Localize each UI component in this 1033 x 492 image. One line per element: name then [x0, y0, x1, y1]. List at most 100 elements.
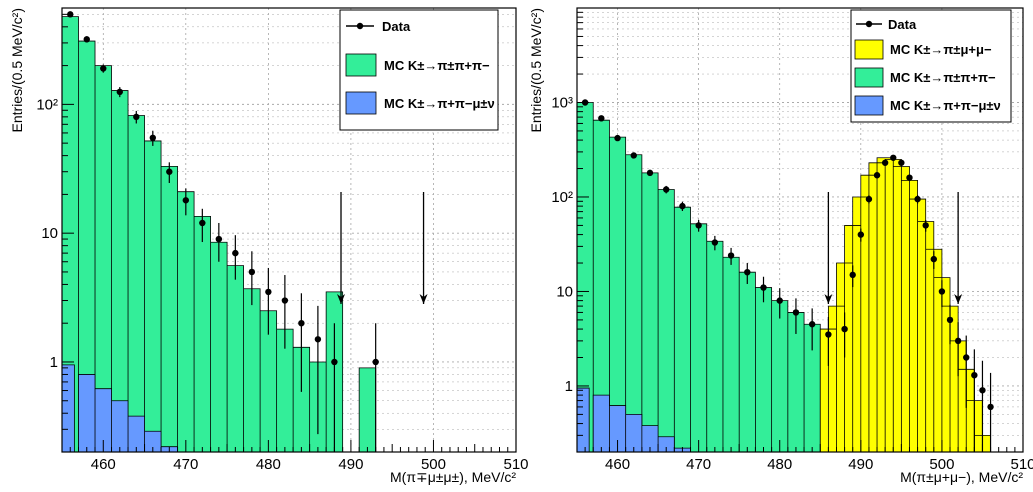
- data-point: [979, 387, 986, 394]
- right-legend-k3pi-label: MC K±→π±π+π−: [890, 70, 996, 85]
- data-point: [663, 186, 670, 193]
- histogram-bars: [819, 157, 991, 452]
- data-point: [727, 252, 735, 259]
- data-point: [83, 36, 90, 43]
- left-data-points: [67, 11, 379, 452]
- data-point: [792, 309, 800, 316]
- histogram-bars: [62, 364, 195, 452]
- y-tick-label: 1: [50, 354, 58, 371]
- data-point: [873, 172, 881, 179]
- data-point: [906, 174, 913, 181]
- x-tick-label: 500: [421, 456, 446, 473]
- data-point: [946, 316, 954, 324]
- data-point: [890, 154, 897, 161]
- data-point: [67, 11, 74, 18]
- x-tick-label: 490: [338, 456, 363, 473]
- data-point: [760, 284, 767, 291]
- data-point: [166, 168, 173, 175]
- data-point: [695, 222, 702, 229]
- right-legend-ke4-swatch: [854, 95, 884, 116]
- left-y-axis-label: Entries/(0.5 MeV/c²): [9, 8, 25, 132]
- right-ticks: 460 470 480 490 500 510 1 10 10² 10³: [551, 7, 1033, 473]
- data-point: [898, 159, 905, 166]
- data-point: [265, 288, 272, 296]
- data-point: [314, 336, 322, 343]
- left-legend-ke4-label: MC K±→π+π−μ±ν: [384, 96, 495, 111]
- data-point: [711, 239, 719, 246]
- right-legend-kpimumu-swatch: [854, 39, 884, 60]
- y-tick-label: 10³: [551, 94, 573, 111]
- left-legend-ke4-swatch: [345, 91, 377, 115]
- left-panel: 460 470 480 490 500 510 1 10 10² M(π∓μ±μ±), MeV/…: [9, 7, 529, 485]
- right-cut-arrows: [824, 192, 963, 304]
- data-point: [857, 231, 865, 238]
- data-point: [808, 321, 816, 328]
- left-ticks: 460 470 480 490 500 510 1 10 10²: [36, 13, 529, 473]
- right-legend-data-label: Data: [888, 17, 917, 32]
- right-legend-kpimumu-label: MC K±→π±μ+μ−: [890, 42, 992, 57]
- data-point: [971, 371, 978, 379]
- data-point: [116, 88, 123, 96]
- y-tick-label: 1: [565, 378, 573, 395]
- data-point: [630, 152, 637, 159]
- y-tick-label: 10: [41, 225, 58, 242]
- data-point: [938, 288, 946, 295]
- data-point: [149, 134, 156, 142]
- data-point: [298, 319, 305, 327]
- x-tick-label: 460: [91, 456, 116, 473]
- right-legend-ke4-label: MC K±→π+π−μ±ν: [890, 98, 1001, 113]
- data-point: [987, 403, 994, 411]
- y-tick-label: 10²: [551, 189, 573, 206]
- x-tick-label: 480: [767, 456, 792, 473]
- left-legend-data-label: Data: [382, 19, 411, 34]
- data-point: [922, 222, 929, 229]
- right-legend: Data MC K±→π±μ+μ− MC K±→π±π+π− MC K±→π+π…: [850, 9, 1012, 123]
- data-point: [281, 297, 289, 304]
- left-legend-k3pi-swatch: [345, 53, 377, 77]
- left-frame: [61, 7, 517, 453]
- data-point: [248, 268, 256, 276]
- data-point: [331, 358, 338, 366]
- data-point: [825, 331, 832, 338]
- data-point: [614, 134, 621, 142]
- data-point: [865, 195, 873, 203]
- data-point: [598, 115, 605, 122]
- y-tick-label: 10²: [36, 96, 58, 113]
- right-histograms: [577, 102, 991, 452]
- data-point: [954, 337, 962, 345]
- left-legend: Data MC K±→π±π+π− MC K±→π+π−μ±ν: [339, 9, 499, 131]
- x-tick-label: 460: [605, 456, 630, 473]
- histogram-bars: [577, 102, 837, 452]
- data-point: [232, 249, 239, 257]
- data-point: [679, 202, 686, 210]
- right-legend-k3pi-swatch: [854, 67, 884, 88]
- histogram-bars: [62, 16, 377, 452]
- data-point: [372, 358, 379, 366]
- right-y-axis-label: Entries/(0.5 MeV/c²): [528, 8, 544, 132]
- x-tick-label: 490: [848, 456, 873, 473]
- x-tick-label: 470: [173, 456, 198, 473]
- x-tick-label: 510: [1010, 456, 1033, 473]
- x-tick-label: 500: [929, 456, 954, 473]
- data-point: [914, 195, 921, 203]
- data-point: [963, 354, 970, 361]
- data-point: [100, 65, 107, 72]
- right-data-points: [581, 99, 994, 452]
- left-histograms: [62, 16, 377, 452]
- right-legend-data-marker: [865, 20, 873, 28]
- data-point: [849, 271, 856, 279]
- data-point: [199, 219, 206, 227]
- left-legend-data-marker: [356, 22, 364, 30]
- data-point: [881, 159, 889, 166]
- right-x-axis-label: M(π±μ+μ−), MeV/c²: [900, 469, 1023, 485]
- data-point: [841, 325, 848, 333]
- data-point: [646, 169, 654, 177]
- right-frame: [576, 7, 1024, 453]
- data-point: [133, 113, 140, 121]
- data-point: [744, 268, 751, 276]
- x-tick-label: 480: [256, 456, 281, 473]
- left-cut-arrows: [337, 192, 428, 304]
- right-panel: 460 470 480 490 500 510 1 10 10² 10³ M(π±μ+μ−), M…: [528, 7, 1033, 485]
- y-tick-label: 10: [556, 283, 573, 300]
